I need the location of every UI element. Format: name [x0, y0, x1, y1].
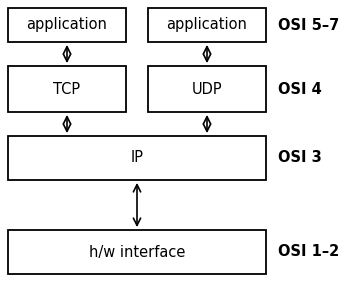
Bar: [148, 8, 266, 42]
Text: OSI 1–2: OSI 1–2: [278, 244, 339, 260]
Bar: [8, 136, 266, 180]
Text: UDP: UDP: [192, 81, 222, 97]
Text: OSI 4: OSI 4: [278, 81, 322, 97]
Bar: [8, 8, 126, 42]
Text: OSI 3: OSI 3: [278, 151, 322, 166]
Bar: [8, 66, 126, 112]
Bar: [8, 230, 266, 274]
Text: application: application: [167, 17, 248, 32]
Text: TCP: TCP: [54, 81, 81, 97]
Text: h/w interface: h/w interface: [89, 244, 185, 260]
Text: application: application: [26, 17, 108, 32]
Bar: [148, 66, 266, 112]
Text: IP: IP: [130, 151, 143, 166]
Text: OSI 5–7: OSI 5–7: [278, 17, 339, 32]
